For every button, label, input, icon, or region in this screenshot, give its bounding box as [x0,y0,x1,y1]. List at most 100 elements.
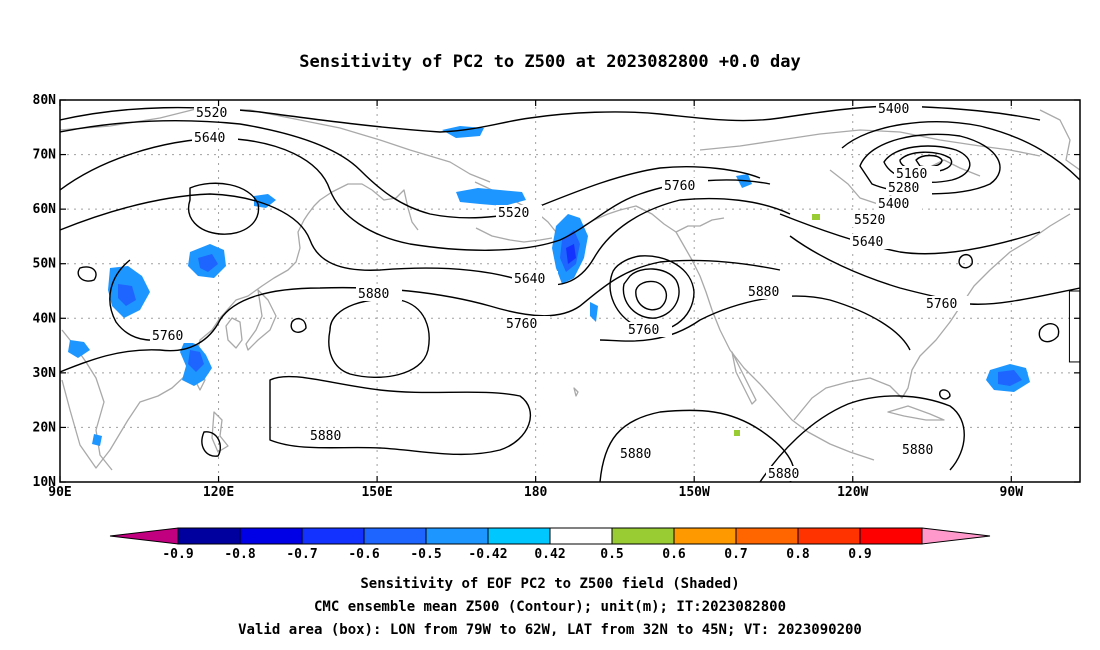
coast-greenland [1039,109,1080,171]
shade-manchuria-core [198,254,218,272]
colorbar-swatch [487,527,551,545]
lat-tick-label: 30N [33,366,57,381]
contour-5880-subtropical [269,375,531,456]
contour-label: 5880 [358,287,389,302]
map-panel: 5520 5640 5400 5160 5280 5400 5520 5640 … [60,100,1080,482]
colorbar-swatch [797,527,861,545]
contour-small-labrador [958,253,973,269]
colorbar-swatch [425,527,489,545]
shade-atlantic-core [998,370,1022,386]
lon-tick-label: 120W [837,485,868,500]
lon-tick-label: 90E [48,485,71,500]
shade-east-china-core [188,350,204,372]
colorbar-max-triangle [921,527,991,545]
colorbar-label: 0.42 [534,547,565,562]
coast-cuba [887,405,945,421]
shade-pacific-neg [590,302,598,322]
contour-small-atlantic [1038,323,1060,343]
lat-tick-label: 70N [33,148,57,163]
contour-label: 5880 [902,443,933,458]
contour-label: 5520 [498,206,529,221]
coast-korea [225,317,243,349]
contour-label: 5640 [514,272,545,287]
sensitivity-shading [68,126,1030,446]
lon-tick-label: 90W [1000,485,1024,500]
colorbar-label: 0.7 [724,547,747,562]
coast-baja [731,351,757,405]
contour-5760-upper [60,193,791,286]
longitude-labels: 90E120E150E180150W120W90W60W [48,485,1024,500]
caption-line-2: CMC ensemble mean Z500 (Contour); unit(m… [314,599,786,615]
coast-philippines [211,411,229,453]
colorbar-labels: -0.9 -0.8 -0.7 -0.6 -0.5 -0.42 0.42 0.5 0.6 0.7 0.… [162,547,871,562]
contour-5520 [60,120,761,219]
colorbar-label: -0.8 [224,547,255,562]
colorbar-swatch [735,527,799,545]
lat-tick-label: 20N [33,420,57,435]
contour-labels: 5520 5640 5400 5160 5280 5400 5520 5640 … [150,101,970,482]
contour-label: 5400 [878,102,909,117]
map-gridlines [60,100,1080,482]
colorbar-swatch [549,527,613,545]
contour-label: 5400 [878,197,909,212]
colorbar-swatch [673,527,737,545]
lat-tick-label: 40N [33,311,57,326]
lat-tick-label: 50N [33,257,57,272]
contour-label: 5880 [620,447,651,462]
contour-closed-low-inner [635,280,667,311]
colorbar-label: 0.6 [662,547,686,562]
contour-5640-east [779,213,1041,255]
colorbar [109,527,991,545]
coast-siberia-north [60,107,491,183]
colorbar-label: -0.9 [162,547,193,562]
contour-label: 5520 [196,106,227,121]
contour-label: 5880 [310,429,341,444]
caption-line-3: Valid area (box): LON from 79W to 62W, L… [238,622,862,638]
contour-label: 5760 [926,297,957,312]
contour-small-japan [290,317,307,333]
lon-tick-label: 150W [679,485,710,500]
lon-tick-label: 150E [361,485,392,500]
lon-tick-label: 180 [524,485,548,500]
colorbar-label: -0.6 [348,547,379,562]
coast-hawaii [573,387,579,397]
shade-india-neg [92,434,102,446]
contour-label: 5640 [852,235,883,250]
contour-small-bermuda [938,389,951,400]
contour-canada-low-outer [841,121,1080,181]
contour-label: 5640 [194,131,225,146]
colorbar-label: -0.5 [410,547,441,562]
colorbar-swatch [239,527,303,545]
coast-japan [245,289,277,351]
map-frame [59,99,1081,483]
contour-5880-na [599,295,911,351]
lat-tick-label: 60N [33,202,57,217]
contour-label: 5760 [152,329,183,344]
shade-mongolia-core [118,284,136,306]
colorbar-label: 0.8 [786,547,810,562]
coast-aleutians [475,227,553,243]
lon-tick-label: 120E [203,485,234,500]
coast-asia [61,183,373,469]
contour-label: 5760 [628,323,659,338]
colorbar-label: -0.7 [286,547,317,562]
contour-5880-mexico [599,409,795,482]
contour-okhotsk-low [187,182,260,235]
shade-bering-neg [456,188,526,206]
colorbar-label: -0.42 [468,547,507,562]
contour-label: 5880 [748,285,779,300]
shade-canada-pos [812,214,820,220]
coast-arctic-canada [699,129,1041,157]
contour-small-west [77,266,97,282]
coast-na-west [675,231,875,461]
colorbar-swatch [859,527,923,545]
coast-kamchatka [371,189,419,231]
lat-tick-label: 80N [33,93,57,108]
colorbar-swatch [301,527,365,545]
caption-line-1: Sensitivity of EOF PC2 to Z500 field (Sh… [360,576,739,592]
figure-title: Sensitivity of PC2 to Z500 at 2023082800… [299,52,801,72]
contour-label: 5760 [664,179,695,194]
shade-gulf-alaska-core [566,244,576,264]
latitude-labels: 10N 20N 30N 40N 50N 60N 70N 80N [33,93,57,490]
